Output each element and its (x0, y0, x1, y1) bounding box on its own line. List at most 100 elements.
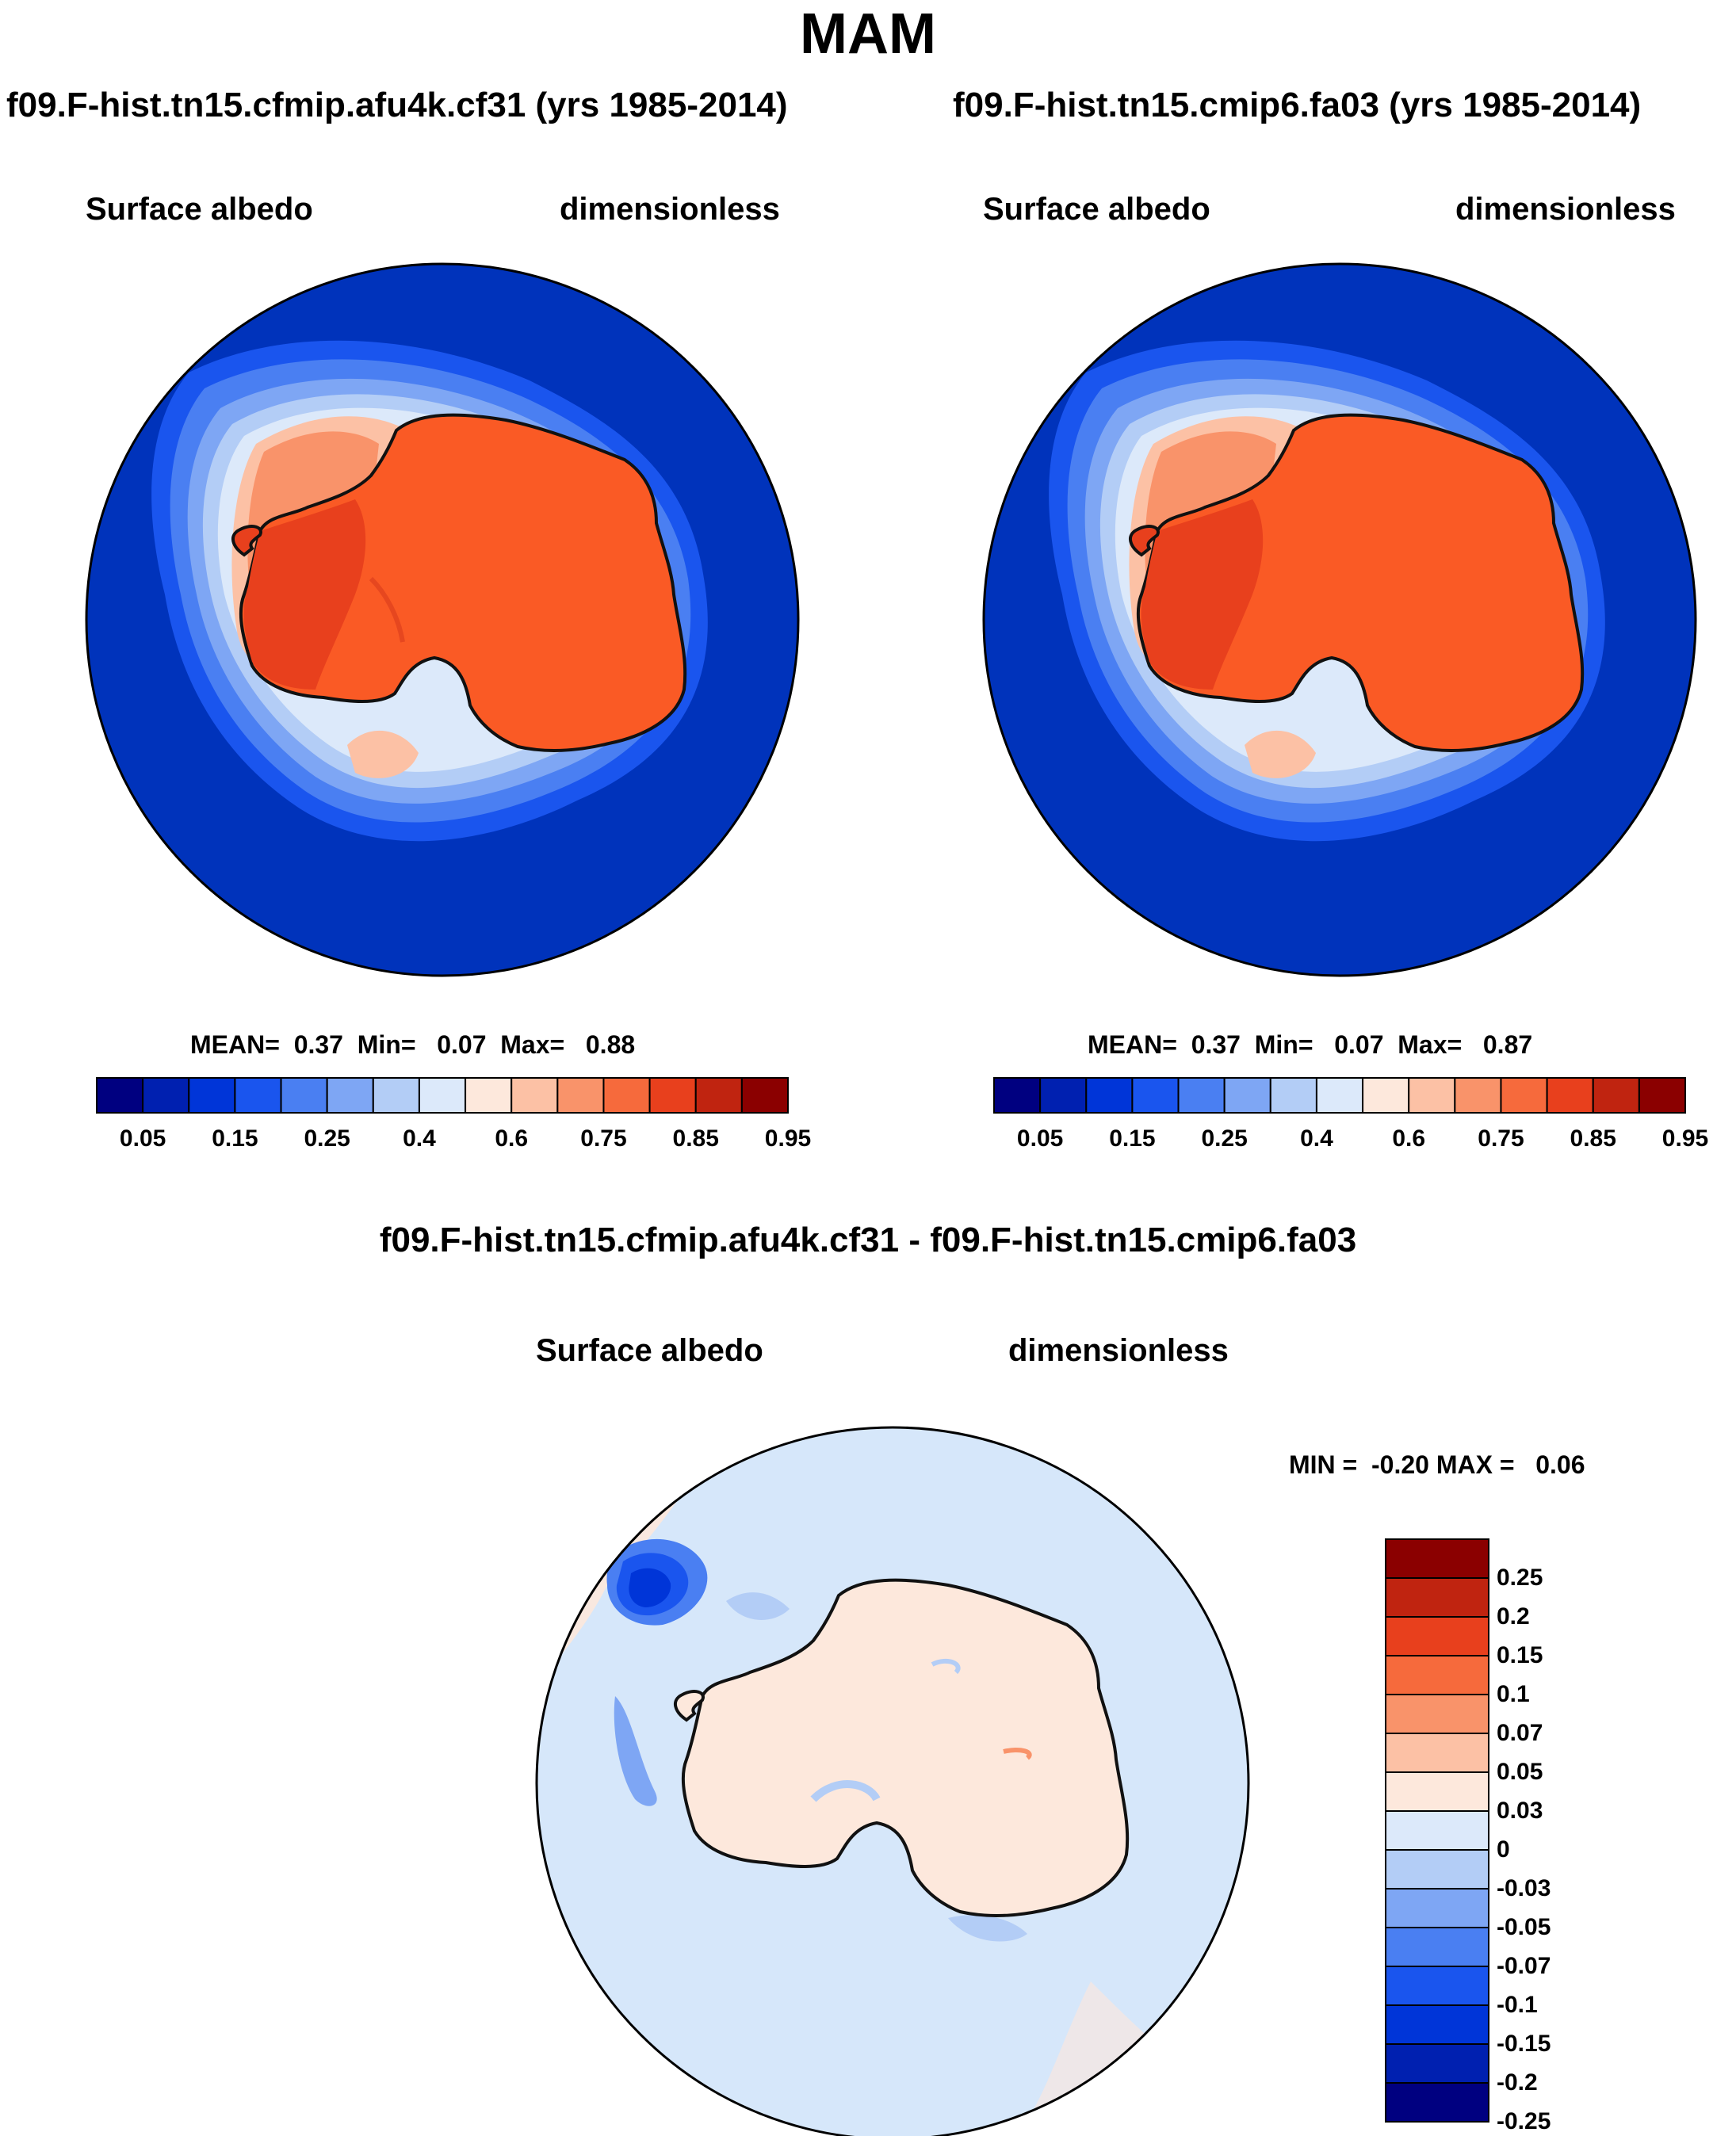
difference-stats: MIN = -0.20 MAX = 0.06 (1289, 1450, 1585, 1479)
colorbar-tick-label: -0.25 (1497, 2108, 1551, 2134)
colorbar-tick-label: 0.6 (495, 1125, 529, 1152)
colorbar-tick-label: 0.15 (1497, 1642, 1543, 1668)
colorbar-tick-label: 0.05 (119, 1125, 166, 1152)
panel1-colorbar-ticks: 0.05 0.15 0.25 0.4 0.6 0.75 0.85 0.95 (97, 1125, 811, 1157)
min-value: 0.07 (437, 1030, 487, 1059)
difference-variable-label: Surface albedo (536, 1333, 763, 1368)
colorbar-tick-label: 0.15 (212, 1125, 258, 1152)
panel2-variable-label: Surface albedo (983, 192, 1210, 227)
colorbar-swatch (1131, 1077, 1180, 1114)
panel1-map (85, 262, 800, 977)
blue-anomaly-zone (606, 1538, 1027, 1942)
panel2-map (982, 262, 1697, 977)
colorbar-swatch (1454, 1077, 1502, 1114)
colorbar-swatch (1385, 1771, 1489, 1812)
panel1-variable-label: Surface albedo (86, 192, 313, 227)
colorbar-tick-label: 0.75 (580, 1125, 627, 1152)
difference-map (535, 1426, 1250, 2136)
colorbar-tick-label: 0.95 (1661, 1125, 1709, 1152)
panel1-colorbar (96, 1077, 789, 1114)
colorbar-swatch (1385, 1733, 1489, 1773)
colorbar-tick-label: 0.05 (1497, 1759, 1543, 1785)
colorbar-tick-label: -0.03 (1497, 1875, 1551, 1901)
colorbar-swatch (418, 1077, 467, 1114)
colorbar-swatch (1385, 2004, 1489, 2045)
colorbar-swatch (1039, 1077, 1088, 1114)
colorbar-swatch (1269, 1077, 1317, 1114)
colorbar-swatch (1385, 1966, 1489, 2006)
colorbar-tick-label: 0.25 (304, 1125, 350, 1152)
colorbar-swatch (96, 1077, 144, 1114)
colorbar-swatch (1385, 1577, 1489, 1618)
colorbar-swatch (1385, 1849, 1489, 1890)
colorbar-tick-label: 0.25 (1201, 1125, 1248, 1152)
colorbar-swatch (1546, 1077, 1594, 1114)
colorbar-tick-label: 0.75 (1478, 1125, 1524, 1152)
colorbar-tick-label: 0.25 (1497, 1565, 1543, 1591)
colorbar-swatch (1385, 1538, 1489, 1579)
colorbar-swatch (465, 1077, 513, 1114)
colorbar-tick-label: 0.85 (1570, 1125, 1616, 1152)
colorbar-swatch (1385, 1694, 1489, 1734)
colorbar-swatch (694, 1077, 743, 1114)
panel1-units-label: dimensionless (560, 192, 780, 227)
panel2-colorbar (993, 1077, 1686, 1114)
panel2-colorbar-ticks: 0.05 0.15 0.25 0.4 0.6 0.75 0.85 0.95 (994, 1125, 1708, 1157)
colorbar-swatch (1385, 1927, 1489, 1967)
colorbar-swatch (556, 1077, 605, 1114)
colorbar-swatch (234, 1077, 282, 1114)
colorbar-swatch (1385, 1616, 1489, 1656)
colorbar-swatch (326, 1077, 374, 1114)
colorbar-tick-label: 0.03 (1497, 1798, 1543, 1824)
colorbar-swatch (1385, 2043, 1489, 2084)
colorbar-tick-label: -0.05 (1497, 1914, 1551, 1940)
colorbar-tick-label: -0.07 (1497, 1953, 1551, 1979)
mean-value: 0.37 (1191, 1030, 1241, 1059)
colorbar-swatch (740, 1077, 789, 1114)
panel2-units-label: dimensionless (1455, 192, 1676, 227)
colorbar-swatch (993, 1077, 1042, 1114)
mean-label: MEAN= (1088, 1030, 1177, 1059)
colorbar-swatch (1223, 1077, 1271, 1114)
panel1-stats: MEAN= 0.37 Min= 0.07 Max= 0.88 (190, 1030, 635, 1060)
difference-colorbar (1385, 1538, 1489, 2123)
panel1-case-title: f09.F-hist.tn15.cfmip.afu4k.cf31 (yrs 19… (6, 86, 788, 124)
max-value: 0.87 (1482, 1030, 1533, 1059)
mean-label: MEAN= (190, 1030, 280, 1059)
antarctic-continent (674, 1578, 1130, 1917)
colorbar-swatch (142, 1077, 190, 1114)
colorbar-swatch (372, 1077, 420, 1114)
max-label: Max= (1398, 1030, 1463, 1059)
colorbar-tick-label: 0.6 (1392, 1125, 1426, 1152)
colorbar-swatch (1385, 1888, 1489, 1928)
colorbar-swatch (510, 1077, 559, 1114)
colorbar-swatch (280, 1077, 328, 1114)
colorbar-tick-label: -0.15 (1497, 2031, 1551, 2057)
colorbar-tick-label: 0.95 (764, 1125, 812, 1152)
colorbar-swatch (1638, 1077, 1686, 1114)
colorbar-tick-label: 0.07 (1497, 1720, 1543, 1746)
max-value: 0.88 (585, 1030, 636, 1059)
colorbar-tick-label: 0.4 (1300, 1125, 1333, 1152)
colorbar-tick-label: 0.05 (1016, 1125, 1064, 1152)
colorbar-tick-label: 0 (1497, 1836, 1510, 1863)
colorbar-swatch (648, 1077, 697, 1114)
colorbar-tick-label: 0.15 (1109, 1125, 1156, 1152)
colorbar-tick-label: 0.85 (672, 1125, 719, 1152)
colorbar-swatch (188, 1077, 236, 1114)
min-label: Min= (357, 1030, 416, 1059)
figure-title: MAM (800, 2, 936, 66)
colorbar-swatch (1085, 1077, 1134, 1114)
colorbar-swatch (1408, 1077, 1456, 1114)
difference-case-title: f09.F-hist.tn15.cfmip.afu4k.cf31 - f09.F… (379, 1221, 1357, 1259)
panel2-stats: MEAN= 0.37 Min= 0.07 Max= 0.87 (1088, 1030, 1532, 1060)
colorbar-swatch (1315, 1077, 1364, 1114)
colorbar-tick-label: -0.2 (1497, 2069, 1538, 2096)
difference-units-label: dimensionless (1008, 1333, 1229, 1368)
difference-colorbar-ticks: 0.25 0.2 0.15 0.1 0.07 0.05 0.03 0 -0.03 -0.05 -0.… (1497, 1539, 1608, 2134)
colorbar-tick-label: -0.1 (1497, 1992, 1538, 2018)
colorbar-swatch (1177, 1077, 1226, 1114)
panel2-case-title: f09.F-hist.tn15.cmip6.fa03 (yrs 1985-201… (953, 86, 1642, 124)
colorbar-swatch (1500, 1077, 1548, 1114)
min-value: 0.07 (1334, 1030, 1384, 1059)
